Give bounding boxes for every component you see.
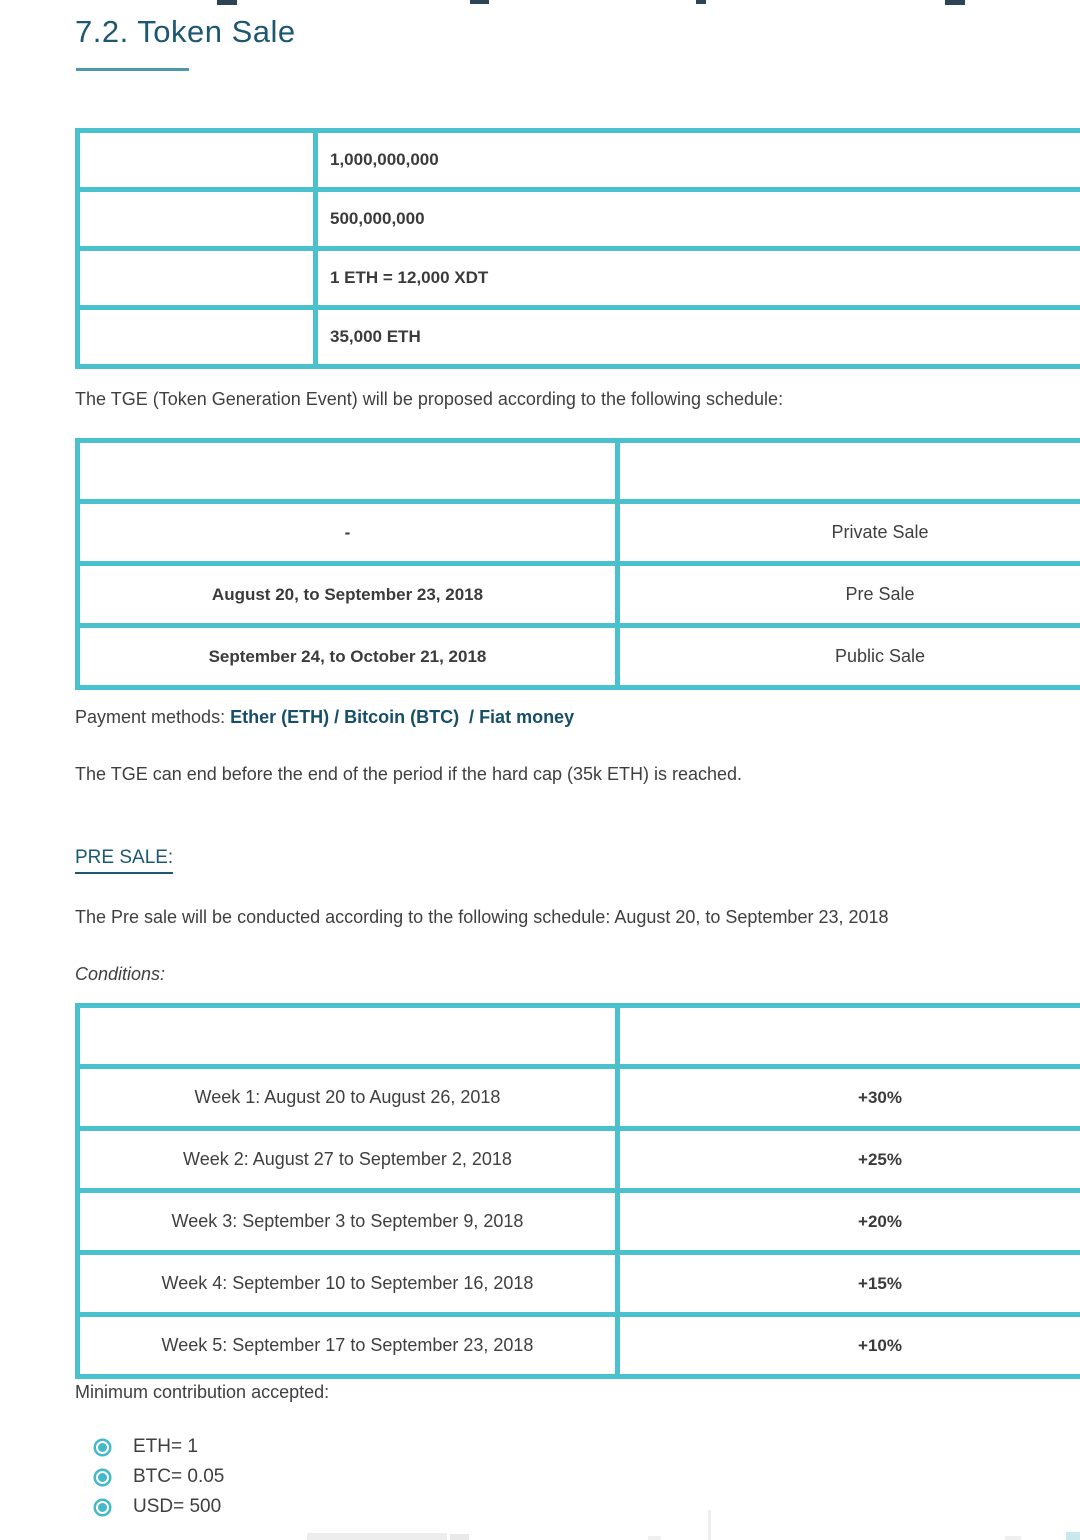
bonus-cell: +20% [615, 1188, 1080, 1255]
payment-methods-line: Payment methods: Ether (ETH) / Bitcoin (… [75, 706, 1035, 728]
radio-bullet-icon [96, 1500, 109, 1514]
column-header-period: Period [75, 438, 620, 504]
list-item: ETH= 1 [96, 1432, 224, 1462]
table-row: Tokens issued 500,000,000 [75, 187, 1080, 251]
tge-schedule-table: Period Milestone - Private Sale August 2… [75, 438, 1080, 690]
row-value: 1,000,000,000 [313, 128, 1080, 192]
bonus-cell: +30% [615, 1064, 1080, 1131]
table-row: Week 3: September 3 to September 9, 2018… [75, 1188, 1080, 1255]
column-header-period: Period [75, 1003, 620, 1069]
bottom-edge-artifact [450, 1534, 469, 1540]
payment-methods-value: Ether (ETH) / Bitcoin (BTC) / Fiat money [230, 707, 575, 727]
period-cell: Week 1: August 20 to August 26, 2018 [75, 1064, 620, 1131]
tge-intro-paragraph: The TGE (Token Generation Event) will be… [75, 389, 784, 409]
period-cell: Week 3: September 3 to September 9, 2018 [75, 1188, 620, 1255]
period-cell: Week 2: August 27 to September 2, 2018 [75, 1126, 620, 1193]
minimum-contribution-label: Minimum contribution accepted: [75, 1382, 330, 1402]
top-edge-artifact [696, 0, 706, 4]
token-summary-table: Tokens created 1,000,000,000 Tokens issu… [75, 128, 1080, 369]
period-cell: - [75, 499, 620, 566]
milestone-cell: Private Sale [615, 499, 1080, 566]
row-label: Token price [75, 246, 318, 310]
top-edge-artifact [945, 0, 965, 5]
title-underline [76, 68, 189, 71]
table-row: Week 2: August 27 to September 2, 2018 +… [75, 1126, 1080, 1193]
bottom-edge-artifact [648, 1536, 661, 1540]
table-row: September 24, to October 21, 2018 Public… [75, 623, 1080, 690]
row-label: Tokens created [75, 128, 318, 192]
period-cell: August 20, to September 23, 2018 [75, 561, 620, 628]
list-item-label: ETH= 1 [133, 1436, 198, 1457]
bonus-cell: +25% [615, 1126, 1080, 1193]
column-header-milestone: Milestone [615, 438, 1080, 504]
page-title: 7.2. Token Sale [75, 14, 296, 49]
tge-note-paragraph: The TGE can end before the end of the pe… [75, 764, 743, 784]
period-cell: September 24, to October 21, 2018 [75, 623, 620, 690]
table-row: - Private Sale [75, 499, 1080, 566]
row-value: 35,000 ETH [313, 305, 1080, 369]
period-cell: Week 4: September 10 to September 16, 20… [75, 1250, 620, 1317]
table-row: August 20, to September 23, 2018 Pre Sal… [75, 561, 1080, 628]
row-label: Hard cap [75, 305, 318, 369]
list-item: BTC= 0.05 [96, 1462, 224, 1492]
bottom-edge-artifact [1005, 1536, 1021, 1540]
row-value: 1 ETH = 12,000 XDT [313, 246, 1080, 310]
presale-bonus-table: Period Bonus Week 1: August 20 to August… [75, 1003, 1080, 1379]
minimum-contribution-list: ETH= 1 BTC= 0.05 USD= 500 [96, 1432, 224, 1522]
bottom-edge-artifact [708, 1510, 711, 1540]
radio-bullet-icon [96, 1470, 109, 1484]
milestone-cell: Public Sale [615, 623, 1080, 690]
table-row: Token price 1 ETH = 12,000 XDT [75, 246, 1080, 310]
list-item-label: BTC= 0.05 [133, 1466, 225, 1487]
presale-intro-paragraph: The Pre sale will be conducted according… [75, 907, 889, 927]
bonus-cell: +10% [615, 1312, 1080, 1379]
table-row: Tokens created 1,000,000,000 [75, 128, 1080, 192]
conditions-label: Conditions: [75, 964, 166, 984]
list-item: USD= 500 [96, 1492, 224, 1522]
column-header-bonus: Bonus [615, 1003, 1080, 1069]
bottom-edge-artifact [307, 1533, 447, 1540]
table-row: Week 1: August 20 to August 26, 2018 +30… [75, 1064, 1080, 1131]
top-edge-artifact [217, 0, 237, 5]
list-item-label: USD= 500 [133, 1496, 222, 1517]
top-edge-artifact [470, 0, 489, 4]
table-row: Week 4: September 10 to September 16, 20… [75, 1250, 1080, 1317]
radio-bullet-icon [96, 1440, 109, 1454]
bonus-cell: +15% [615, 1250, 1080, 1317]
table-header-row: Period Milestone [75, 438, 1080, 504]
bottom-edge-artifact [1066, 1532, 1080, 1540]
payment-label: Payment methods: [75, 707, 231, 727]
row-value: 500,000,000 [313, 187, 1080, 251]
milestone-cell: Pre Sale [615, 561, 1080, 628]
table-row: Week 5: September 17 to September 23, 20… [75, 1312, 1080, 1379]
table-header-row: Period Bonus [75, 1003, 1080, 1069]
presale-heading: PRE SALE: [75, 847, 174, 874]
period-cell: Week 5: September 17 to September 23, 20… [75, 1312, 620, 1379]
table-row: Hard cap 35,000 ETH [75, 305, 1080, 369]
row-label: Tokens issued [75, 187, 318, 251]
